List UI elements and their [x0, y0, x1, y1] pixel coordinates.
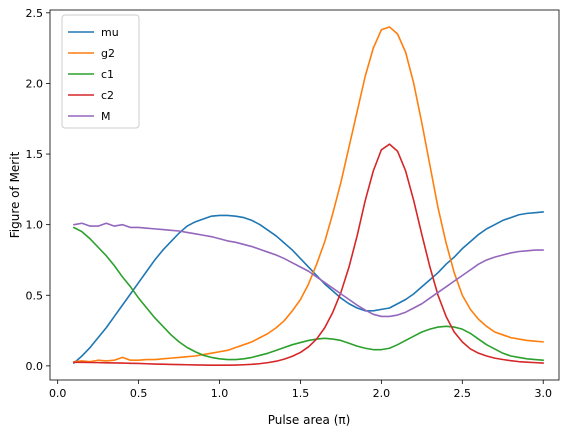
x-tick-label: 1.5 — [292, 387, 310, 400]
plot-frame — [49, 9, 560, 381]
y-tick-label: 0.0 — [26, 360, 44, 373]
y-tick-label: 2.5 — [26, 7, 44, 20]
legend-label-g2: g2 — [101, 47, 115, 60]
x-tick-label: 0.5 — [130, 387, 148, 400]
legend-box — [61, 14, 140, 129]
x-tick-label: 0.0 — [49, 387, 67, 400]
y-axis-ticks: 0.0 0.5 1.0 1.5 2.0 2.5 — [26, 7, 50, 373]
legend-label-c1: c1 — [101, 68, 114, 81]
x-tick-label: 3.0 — [534, 387, 552, 400]
legend-label-m: M — [101, 110, 111, 123]
y-axis-label: Figure of Merit — [8, 151, 22, 238]
series-line-mu — [73, 211, 545, 364]
x-axis-label: Pulse area (π) — [268, 413, 351, 427]
y-tick-label: 2.0 — [26, 77, 44, 90]
series-line-c1 — [73, 226, 545, 362]
y-tick-label: 1.0 — [26, 219, 44, 232]
legend-label-c2: c2 — [101, 89, 114, 102]
x-tick-label: 2.0 — [373, 387, 391, 400]
x-tick-label: 2.5 — [454, 387, 472, 400]
series-line-g2 — [73, 26, 545, 363]
series-line-c2 — [73, 143, 545, 366]
y-tick-label: 0.5 — [26, 289, 44, 302]
plot-lines — [73, 26, 545, 366]
x-tick-label: 1.0 — [211, 387, 229, 400]
legend-label-mu: mu — [101, 26, 119, 39]
series-line-m — [73, 222, 545, 318]
x-axis-ticks: 0.0 0.5 1.0 1.5 2.0 2.5 3.0 — [49, 380, 552, 400]
legend: mu g2 c1 c2 M — [61, 14, 140, 129]
y-tick-label: 1.5 — [26, 148, 44, 161]
